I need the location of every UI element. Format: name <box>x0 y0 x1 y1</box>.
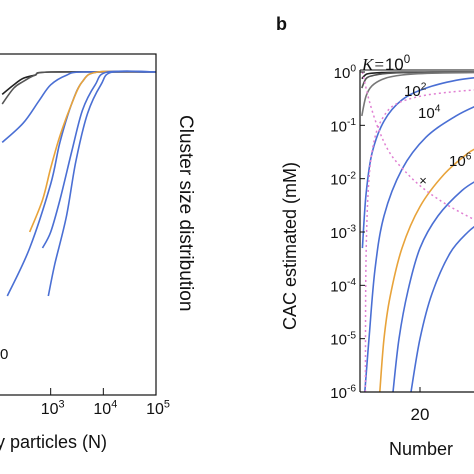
panel-b-y-tick-label-1-exp: 0 <box>350 64 356 75</box>
panel-b-y-tick-label-1: 100 <box>334 64 357 82</box>
panel-b-x-tick-label-1: 20 <box>411 405 430 424</box>
panel-a-x-axis-label: y particles (N) <box>0 432 107 452</box>
panel-b-x-ticks: 20 <box>411 387 430 424</box>
panel-b-k-base-2: 10 <box>404 83 421 100</box>
panel-b-y-tick-label-6: 10-5 <box>330 330 356 348</box>
panel-a-series-line-1 <box>1 70 157 96</box>
panel-b-k-base-1: 10 <box>385 55 404 74</box>
panel-b-y-tick-label-3: 10-2 <box>330 170 356 188</box>
panel-a-x-tick-label-1-base: 10 <box>41 401 59 418</box>
panel-a-x-tick-label-3: 105 <box>146 398 170 418</box>
panel-b-series-line-6 <box>379 148 474 392</box>
panel-b-x-axis-label: Number <box>389 439 453 459</box>
panel-b-letter: b <box>276 14 287 34</box>
panel-b-y-tick-label-4-base: 10 <box>330 225 347 242</box>
panel-b-series-group: × <box>361 71 474 392</box>
panel-b-k-exp-3: 4 <box>435 104 441 115</box>
panel-a-x-ticks: 103 104 105 <box>41 388 170 418</box>
panel-b-marker: × <box>419 173 427 188</box>
panel-b-y-tick-label-7: 10-6 <box>330 384 356 402</box>
panel-a-x-tick-label-1: 103 <box>41 398 65 418</box>
panel-b-k-annotation-4: 106 <box>449 152 472 170</box>
panel-b-y-tick-label-5-base: 10 <box>330 278 347 295</box>
panel-b-y-tick-label-5-exp: -4 <box>347 277 356 288</box>
panel-a-series-line-4 <box>6 70 157 297</box>
panel-b-k-annotation-3: 104 <box>418 104 441 122</box>
panel-a-x-tick-label-2-base: 10 <box>93 401 111 418</box>
panel-b-k-base-3: 10 <box>418 105 435 122</box>
panel-a-series-line-3 <box>1 70 157 143</box>
panel-b-dashed-line-9 <box>361 71 474 221</box>
panel-a-plot-frame <box>0 53 157 396</box>
panel-a-series-group <box>1 70 157 297</box>
panel-a-x-tick-label-3-exp: 5 <box>164 398 170 410</box>
panel-b-k-exp-4: 6 <box>466 152 472 163</box>
panel-a-corner-label: 0 <box>0 346 8 363</box>
panel-b-dashed-line-10 <box>364 89 474 392</box>
panel-b: b CAC estimated (mM) × 10010-110-210-310… <box>269 6 474 459</box>
panel-b-y-tick-label-7-exp: -6 <box>347 384 356 395</box>
panel-b-series-line-4 <box>361 77 474 249</box>
panel-b-k-base-4: 10 <box>449 153 466 170</box>
panel-b-k-annotation-2: 102 <box>404 82 427 100</box>
panel-b-y-tick-label-6-exp: -5 <box>347 330 356 341</box>
panel-b-y-axis-label: CAC estimated (mM) <box>280 162 300 330</box>
panel-a-x-tick-label-2: 104 <box>93 398 117 418</box>
panel-b-k-exp-1: 0 <box>404 54 410 66</box>
panel-a-series-line-5 <box>28 70 157 233</box>
panel-b-y-tick-label-2-base: 10 <box>330 118 347 135</box>
panel-b-k-annotation-1: K=100 <box>361 54 410 74</box>
panel-b-letter-box <box>269 6 305 36</box>
panel-b-series-line-7 <box>392 181 474 392</box>
panel-b-y-tick-label-3-exp: -2 <box>347 170 356 181</box>
panel-b-k-exp-2: 2 <box>421 82 427 93</box>
panel-b-y-tick-label-3-base: 10 <box>330 172 347 189</box>
panel-a-x-tick-label-1-exp: 3 <box>59 398 65 410</box>
panel-a-x-tick-label-2-exp: 4 <box>111 398 117 410</box>
panel-a: 103 104 105 0 y particles (N) Cluster size… <box>0 53 196 452</box>
panel-a-series-line-6 <box>41 70 157 249</box>
panel-b-y-tick-label-7-base: 10 <box>330 385 347 402</box>
panel-b-y-tick-label-1-base: 10 <box>334 65 351 82</box>
panel-b-y-tick-label-2: 10-1 <box>330 117 356 135</box>
panel-a-right-label: Cluster size distribution <box>175 115 196 311</box>
panel-b-y-tick-label-4: 10-3 <box>330 224 356 242</box>
panel-a-series-line-7 <box>47 70 157 297</box>
panel-b-series-line-3 <box>361 71 474 117</box>
panel-b-k-prefix: K= <box>361 55 385 74</box>
panel-b-y-tick-label-4-exp: -3 <box>347 224 356 235</box>
panel-b-series-line-5 <box>364 105 474 392</box>
panel-b-y-tick-label-2-exp: -1 <box>347 117 356 128</box>
panel-a-x-tick-label-3-base: 10 <box>146 401 164 418</box>
panel-b-series-line-8 <box>410 225 474 392</box>
panel-b-series-line-2 <box>361 71 474 89</box>
panel-b-y-tick-label-6-base: 10 <box>330 332 347 349</box>
panel-b-y-tick-label-5: 10-4 <box>330 277 356 295</box>
